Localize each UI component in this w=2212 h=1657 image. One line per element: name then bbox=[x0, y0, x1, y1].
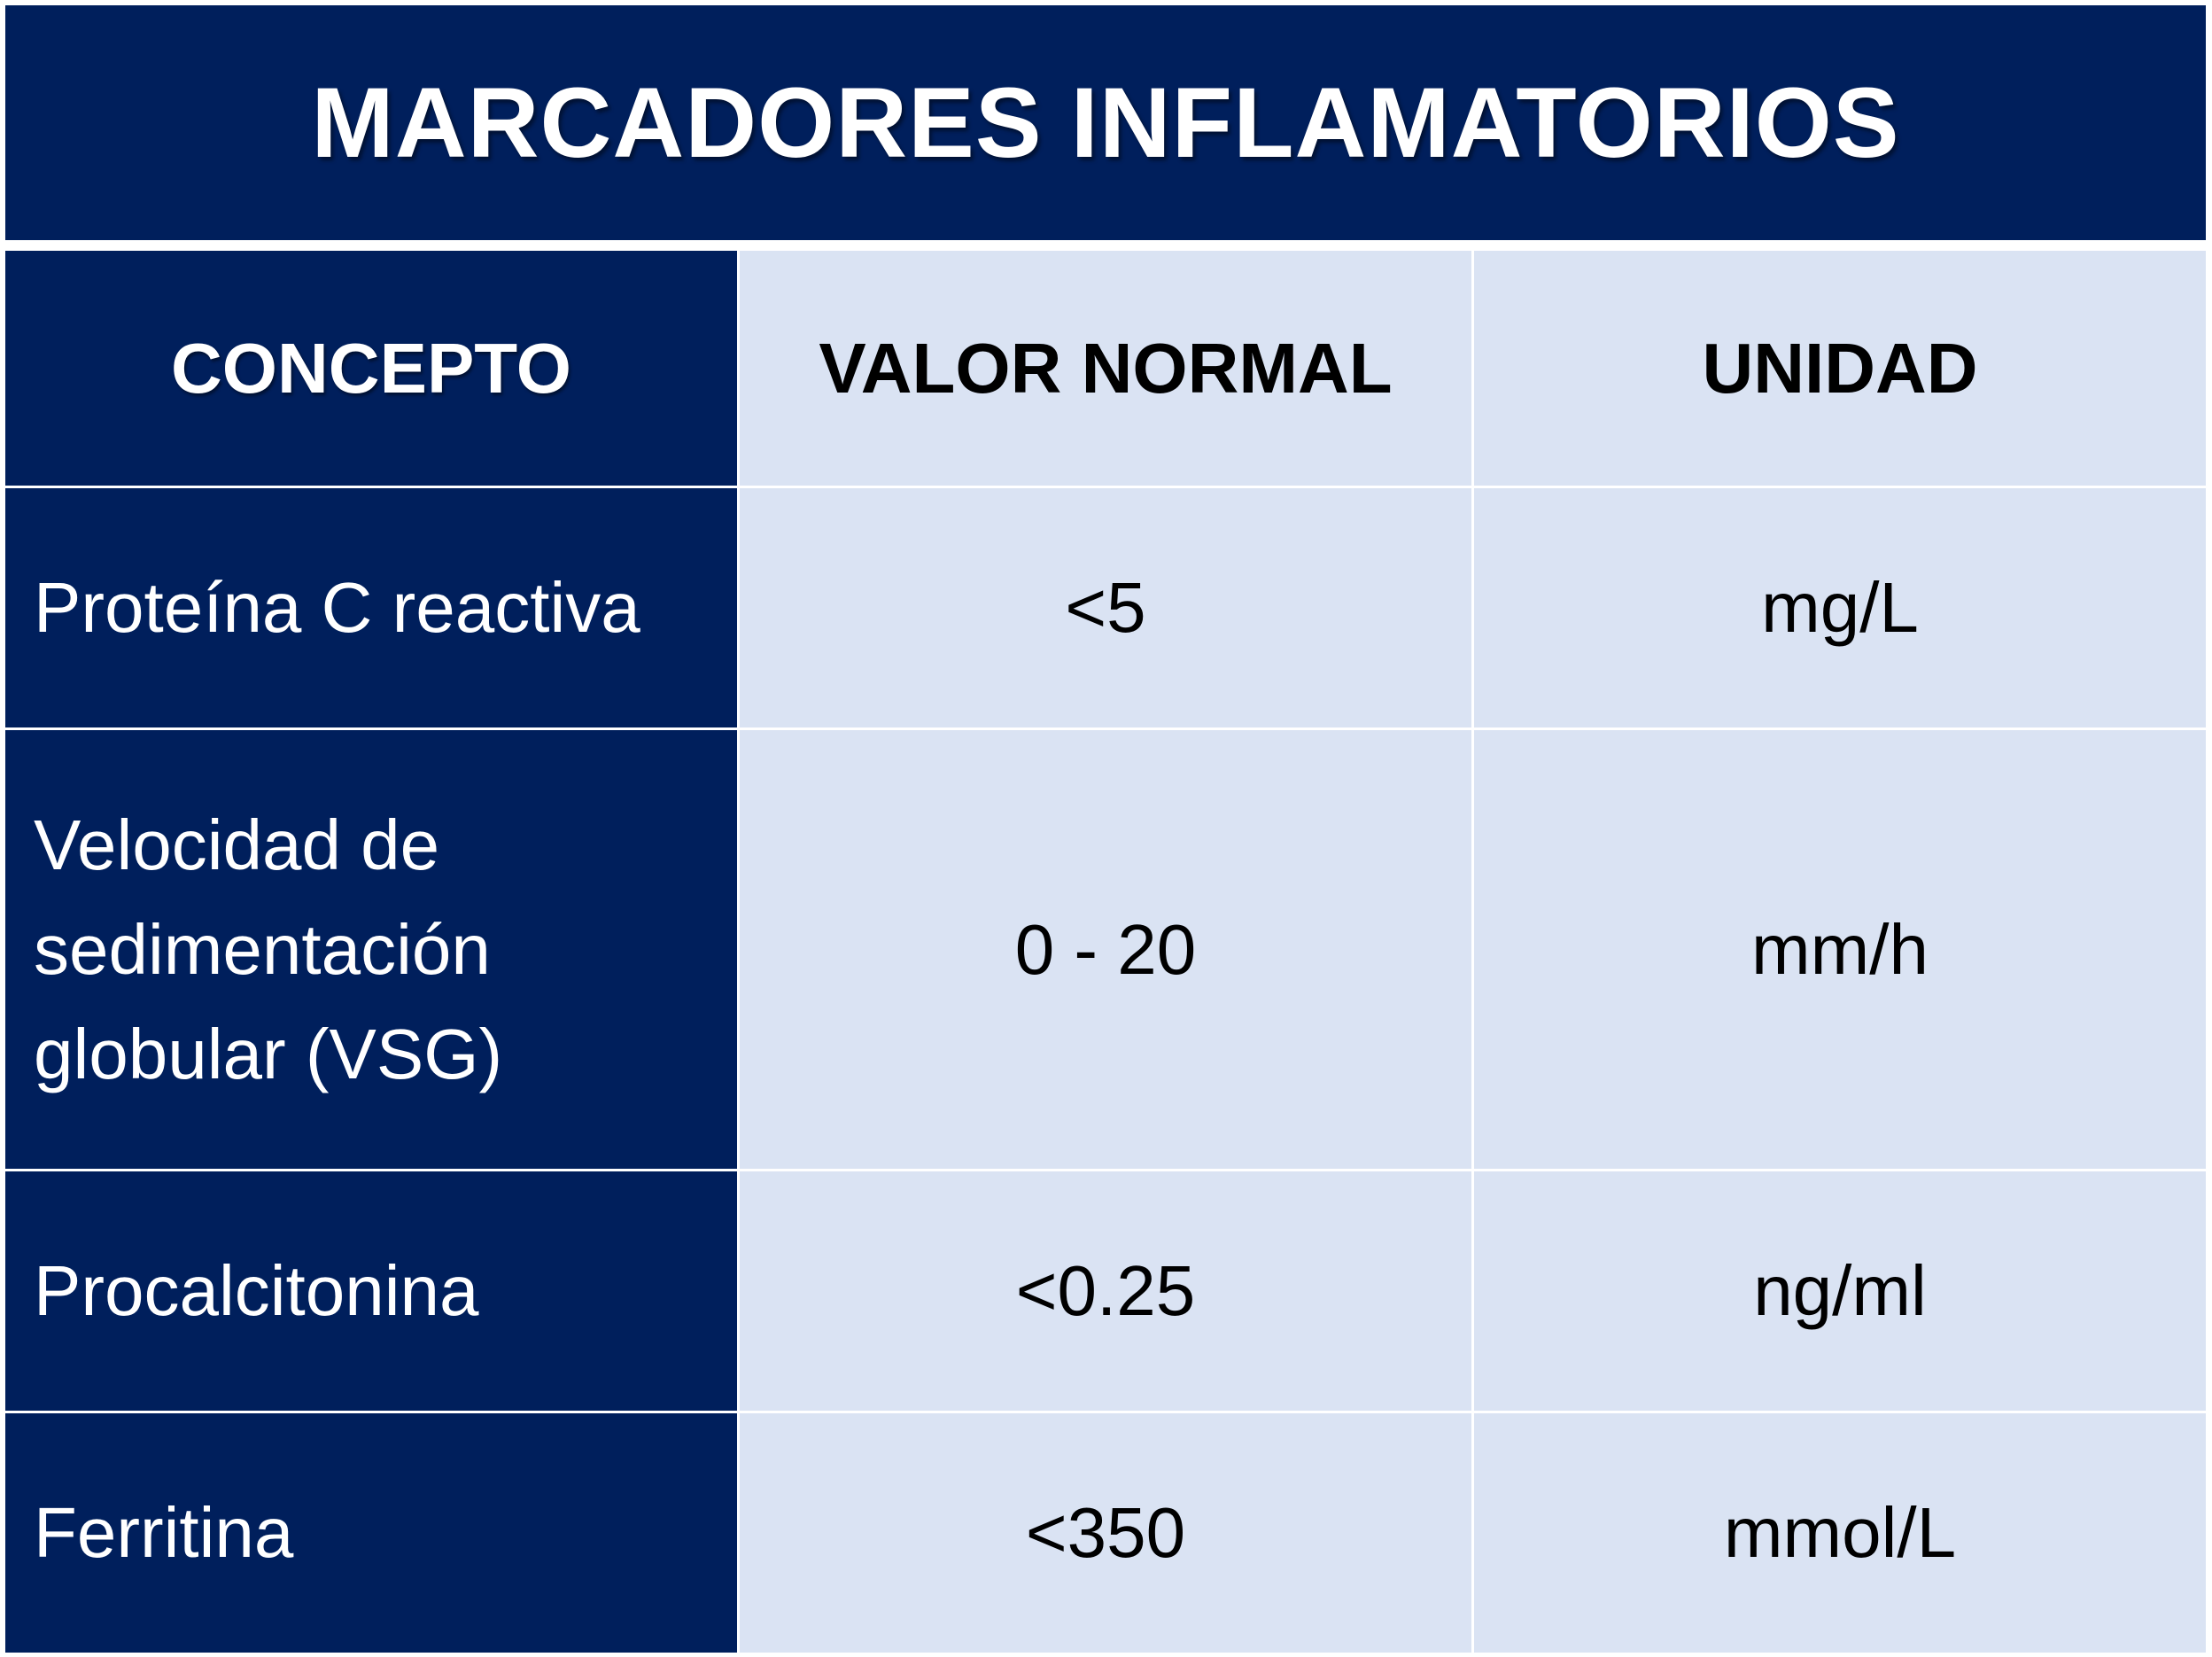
row-valor: 0 - 20 bbox=[740, 730, 1471, 1169]
row-unidad: mg/L bbox=[1474, 488, 2206, 727]
row-concepto: Velocidad de sedimentación globular (VSG… bbox=[5, 730, 737, 1169]
row-concepto: Ferritina bbox=[5, 1413, 737, 1653]
header-valor-normal: VALOR NORMAL bbox=[740, 251, 1471, 486]
title-banner: MARCADORES INFLAMATORIOS bbox=[5, 5, 2206, 240]
row-valor: <350 bbox=[740, 1413, 1471, 1653]
row-valor: <0.25 bbox=[740, 1171, 1471, 1411]
row-concepto: Procalcitonina bbox=[5, 1171, 737, 1411]
row-valor: <5 bbox=[740, 488, 1471, 727]
header-unidad: UNIDAD bbox=[1474, 251, 2206, 486]
row-unidad: mmol/L bbox=[1474, 1413, 2206, 1653]
row-concepto: Proteína C reactiva bbox=[5, 488, 737, 727]
row-unidad: ng/ml bbox=[1474, 1171, 2206, 1411]
markers-table: CONCEPTO VALOR NORMAL UNIDAD Proteína C … bbox=[5, 251, 2206, 1653]
row-unidad: mm/h bbox=[1474, 730, 2206, 1169]
header-concepto: CONCEPTO bbox=[5, 251, 737, 486]
page-title: MARCADORES INFLAMATORIOS bbox=[311, 67, 1900, 178]
